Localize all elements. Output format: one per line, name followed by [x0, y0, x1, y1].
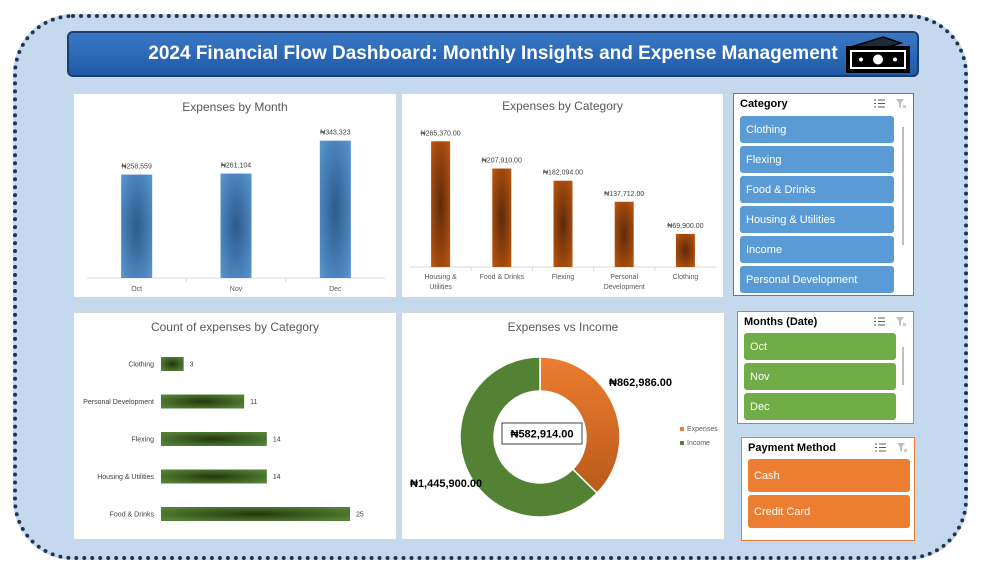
- months-scrollbar[interactable]: [902, 347, 904, 385]
- category-chart-title: Expenses by Category: [502, 99, 623, 113]
- center-label: ₦582,914.00: [511, 429, 574, 441]
- bar-category-0: [431, 141, 451, 267]
- legend-swatch: [680, 427, 684, 431]
- month-chart: ₦258,559 Oct ₦261,104 Nov ₦343,323 Dec: [87, 130, 385, 293]
- slice-label-expenses: ₦862,986.00: [609, 377, 672, 389]
- clear-filter-icon[interactable]: [896, 442, 908, 453]
- count-chart: Clothing 3 Personal Development 11 Flexing 14…: [83, 357, 364, 521]
- data-label: 25: [356, 512, 364, 519]
- donut-chart-panel: Expenses vs Income ₦862,986.00 ₦1,445,900…: [401, 312, 725, 540]
- tick-label: Development: [604, 284, 645, 291]
- bar-nov: [220, 173, 252, 278]
- category-slicer-item-0[interactable]: Clothing: [740, 116, 894, 143]
- legend-entry: Expenses: [687, 426, 718, 433]
- tick-label: Flexing: [552, 274, 575, 281]
- data-label: ₦343,323: [320, 130, 350, 137]
- bar-category-3: [614, 201, 634, 267]
- tick-label: Personal Development: [83, 399, 154, 406]
- tick-label: Housing & Utilities: [97, 474, 154, 481]
- tick-label: Oct: [131, 286, 142, 293]
- data-label: 11: [250, 399, 257, 406]
- slice-expenses: [539, 356, 621, 495]
- tick-label: Nov: [230, 286, 243, 293]
- tick-label: Food & Drinks: [480, 274, 525, 281]
- multi-select-icon[interactable]: [873, 98, 886, 109]
- tick-label: Utilities: [429, 284, 452, 291]
- count-chart-panel: Count of expenses by Category Clothing 3 P…: [73, 312, 397, 540]
- tick-label: Clothing: [128, 362, 154, 369]
- category-slicer-item-2[interactable]: Food & Drinks: [740, 176, 894, 203]
- multi-select-icon[interactable]: [873, 316, 886, 327]
- count-chart-title: Count of expenses by Category: [150, 320, 320, 334]
- legend-entry: Income: [687, 440, 710, 447]
- category-slicer-item-1[interactable]: Flexing: [740, 146, 894, 173]
- bar-oct: [121, 174, 153, 278]
- months-slicer-title: Months (Date): [744, 316, 818, 328]
- data-label: ₦207,910.00: [482, 158, 522, 165]
- tick-label: Food & Drinks: [110, 512, 155, 519]
- data-label: ₦182,094.00: [543, 170, 583, 177]
- data-label: ₦258,559: [121, 164, 151, 171]
- data-label: 3: [190, 362, 194, 369]
- data-label: ₦261,104: [221, 163, 251, 170]
- clear-filter-icon[interactable]: [895, 316, 907, 327]
- months-slicer-item-0[interactable]: Oct: [744, 333, 896, 360]
- bar-category-1: [492, 168, 512, 267]
- data-label: ₦69,900.00: [667, 223, 703, 230]
- data-label: ₦265,370.00: [421, 130, 461, 137]
- payment-slicer-item-1[interactable]: Credit Card: [748, 495, 910, 528]
- data-label: 14: [273, 474, 281, 481]
- bar-category-4: [675, 233, 695, 267]
- donut-chart-title: Expenses vs Income: [507, 320, 619, 334]
- dashboard-title-bar: 2024 Financial Flow Dashboard: Monthly I…: [67, 31, 919, 77]
- dashboard-title: 2024 Financial Flow Dashboard: Monthly I…: [148, 43, 838, 64]
- slice-income: [459, 356, 599, 518]
- data-label: ₦137,712.00: [604, 191, 644, 198]
- slice-label-income: ₦1,445,900.00: [410, 478, 482, 490]
- payment-slicer: Payment Method Cash Credit Card: [741, 437, 915, 541]
- category-slicer-item-5[interactable]: Personal Development: [740, 266, 894, 293]
- multi-select-icon[interactable]: [874, 442, 887, 453]
- clear-filter-icon[interactable]: [895, 98, 907, 109]
- month-chart-title: Expenses by Month: [182, 100, 288, 114]
- category-slicer-title: Category: [740, 98, 788, 110]
- tick-label: Dec: [329, 286, 342, 293]
- category-slicer-item-3[interactable]: Housing & Utilities: [740, 206, 894, 233]
- legend-swatch: [680, 441, 684, 445]
- months-slicer-item-1[interactable]: Nov: [744, 363, 896, 390]
- tick-label: Flexing: [131, 437, 154, 444]
- category-chart-panel: Expenses by Category ₦265,370.00 Housing …: [401, 93, 724, 298]
- hbar-category-3: [161, 469, 267, 484]
- payment-slicer-item-0[interactable]: Cash: [748, 459, 910, 492]
- payment-slicer-title: Payment Method: [748, 442, 837, 454]
- category-scrollbar[interactable]: [902, 127, 904, 245]
- hbar-category-2: [161, 432, 267, 446]
- months-slicer-item-2[interactable]: Dec: [744, 393, 896, 420]
- tick-label: Housing &: [424, 274, 457, 281]
- category-chart: ₦265,370.00 Housing & Utilities ₦207,910.00…: [410, 130, 716, 291]
- tick-label: Personal: [610, 274, 638, 281]
- center-label-box: [501, 422, 583, 445]
- hbar-category-0: [161, 357, 184, 371]
- tick-label: Clothing: [673, 274, 699, 281]
- data-label: 14: [273, 437, 281, 444]
- money-bill-icon: [846, 36, 910, 73]
- donut-chart: ₦862,986.00 ₦1,445,900.00 ₦582,914.00 Expen…: [410, 356, 718, 518]
- hbar-category-4: [161, 507, 350, 521]
- months-slicer: Months (Date) Oct Nov Dec: [737, 311, 914, 424]
- bar-dec: [319, 140, 351, 278]
- bar-category-2: [553, 180, 573, 267]
- hbar-category-1: [161, 394, 245, 409]
- month-chart-panel: Expenses by Month ₦258,559 Oct ₦261,104 Nov…: [73, 93, 397, 298]
- category-slicer-item-4[interactable]: Income: [740, 236, 894, 263]
- category-slicer: Category Clothing Flexing Food & Drinks Hou…: [733, 93, 914, 296]
